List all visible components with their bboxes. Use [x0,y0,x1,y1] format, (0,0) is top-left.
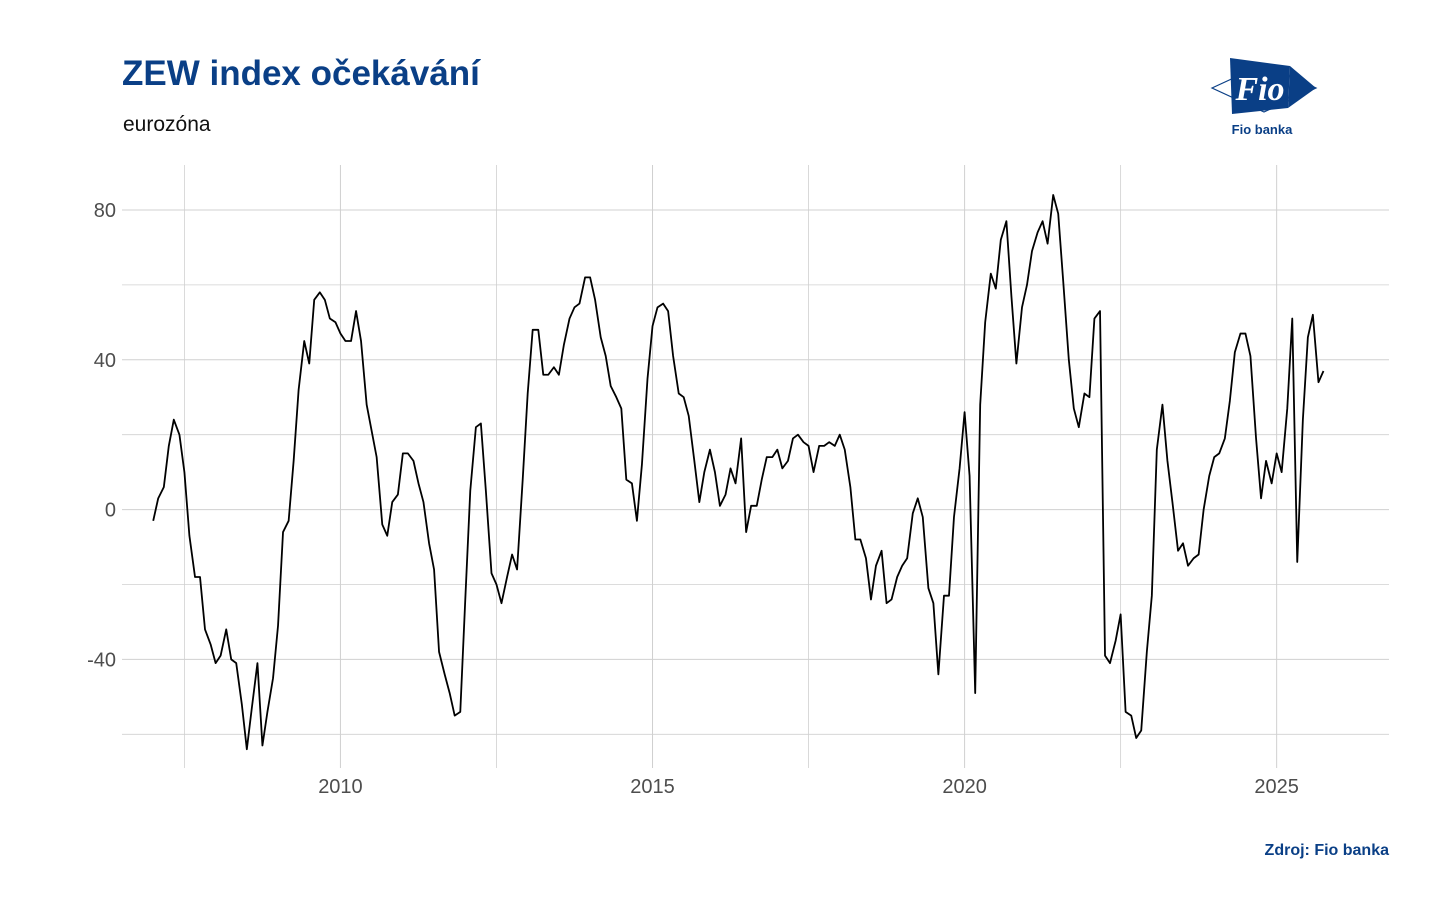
series-group [152,194,1325,751]
series-line-zew [152,194,1325,751]
y-tick-label: 80 [94,200,116,222]
x-axis-ticks: 2010 2015 2020 2025 [318,776,1299,798]
fio-logo-mark-icon: Fio [1210,58,1318,114]
x-tick-label: 2025 [1254,776,1299,798]
y-axis-ticks: -40 0 40 80 [87,200,116,671]
x-tick-label: 2010 [318,776,363,798]
chart-subtitle: eurozóna [123,113,211,136]
logo-mark-text: Fio [1234,71,1284,108]
grid-minor [122,165,1389,768]
logo-text: Fio banka [1231,122,1293,137]
x-tick-label: 2015 [630,776,675,798]
x-tick-label: 2020 [942,776,987,798]
y-tick-label: -40 [87,649,116,671]
y-tick-label: 0 [105,500,116,522]
chart-title: ZEW index očekávání [122,54,480,93]
source-note: Zdroj: Fio banka [1264,842,1389,859]
y-tick-label: 40 [94,350,116,372]
fio-banka-logo: Fio Fio banka [1208,58,1320,138]
grid-major [122,165,1389,768]
